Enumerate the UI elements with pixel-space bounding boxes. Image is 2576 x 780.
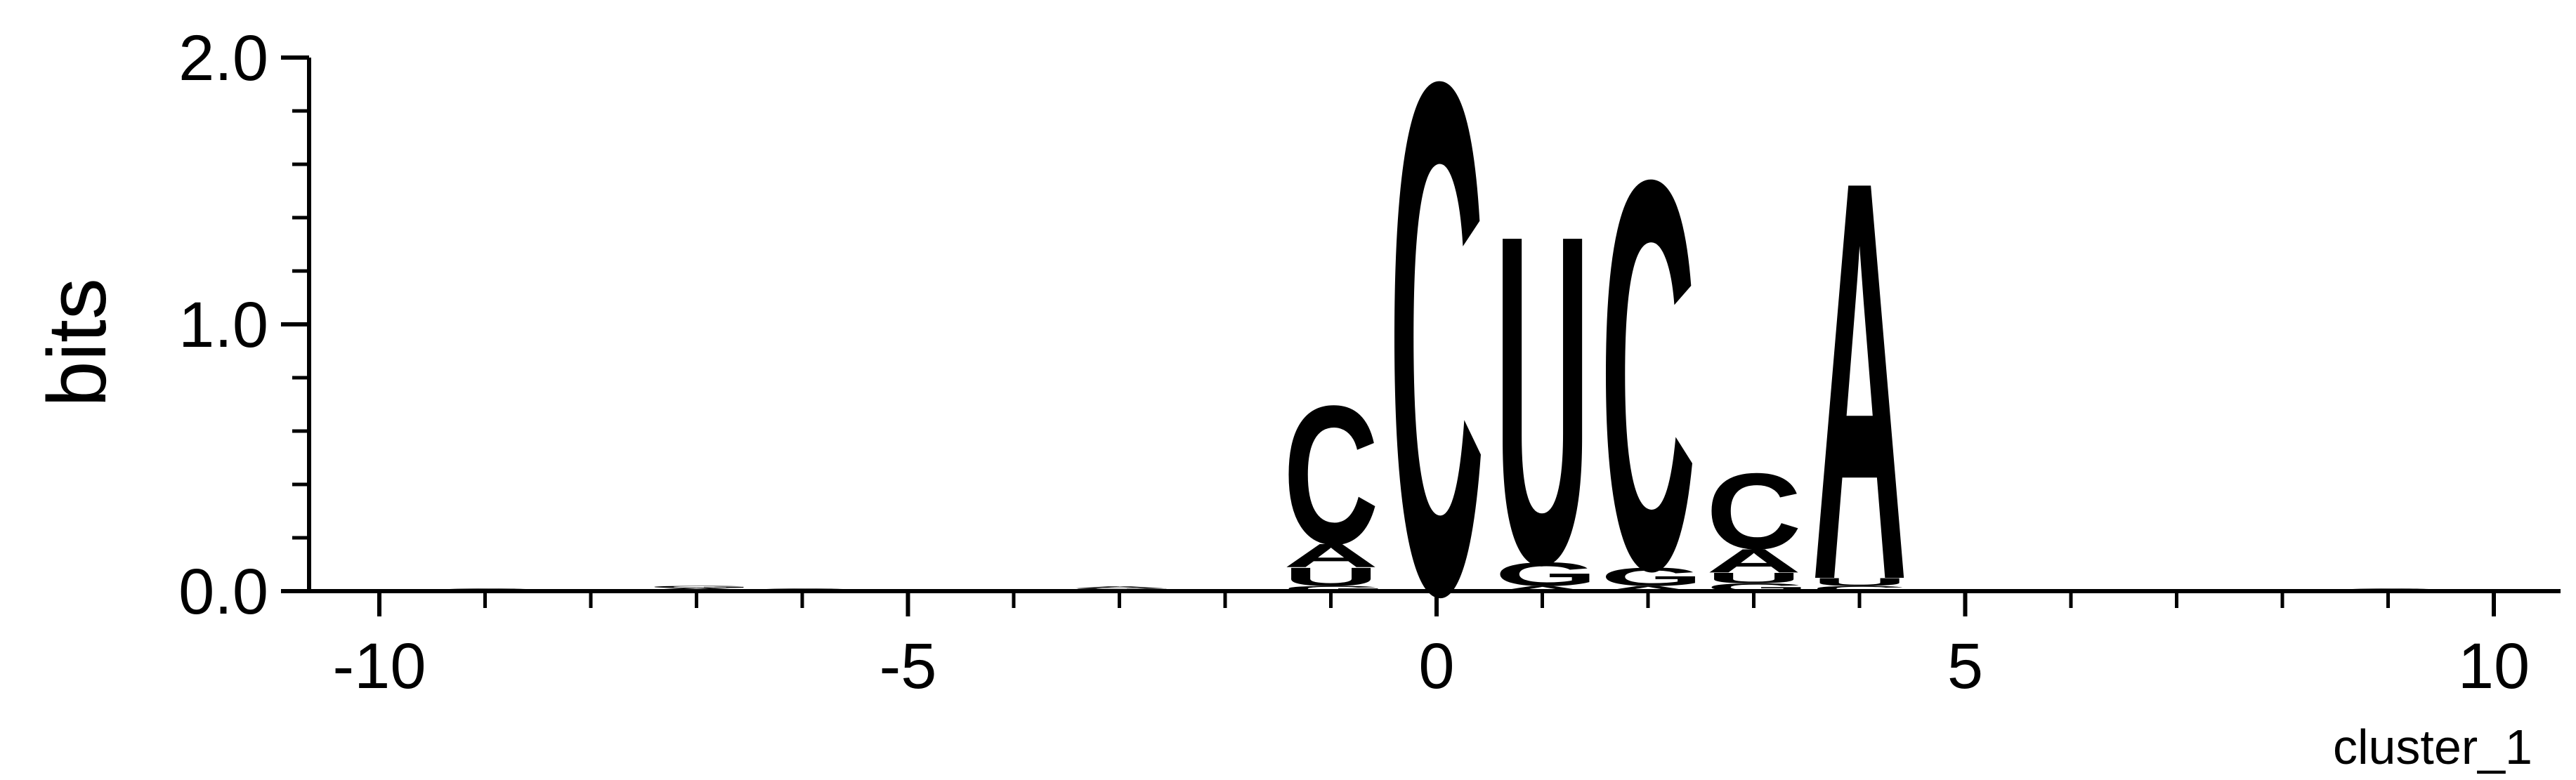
- logo-letter-c: C: [1283, 364, 1379, 586]
- axis-ticks: 0.0 1.0 2.0 -10 -5 0 5 10: [178, 22, 2530, 702]
- logo-letter-g: G: [1495, 556, 1597, 593]
- logo-letter-u: U: [1495, 138, 1590, 662]
- logo-letter-a: A: [1600, 584, 1696, 593]
- x-tick-label: 0: [1418, 630, 1454, 702]
- logo-letter-g: G: [1283, 584, 1386, 593]
- logo-letter-c: C: [1389, 0, 1484, 746]
- x-tick-label: 10: [2458, 630, 2530, 702]
- logo-letter-c: C: [1600, 65, 1696, 685]
- logo-letter-a: A: [649, 588, 745, 590]
- x-tick-label: -5: [880, 630, 937, 702]
- x-tick-label: 5: [1947, 630, 1983, 702]
- logo-letter-a: A: [1283, 537, 1379, 574]
- logo-letter-g: G: [1072, 588, 1175, 590]
- logo-letter-g: G: [649, 586, 752, 589]
- logo-letter-u: U: [1812, 576, 1907, 588]
- logo-letter-u: U: [1283, 562, 1379, 592]
- y-axis-title: bits: [31, 278, 124, 407]
- y-tick-label: 2.0: [178, 22, 268, 94]
- y-tick-label: 1.0: [178, 289, 268, 361]
- logo-letter-c: C: [1812, 584, 1907, 593]
- logo-letter-c: C: [1706, 451, 1802, 571]
- logo-letter-a: A: [1072, 586, 1168, 588]
- sequence-name-label: cluster_1: [2333, 720, 2532, 774]
- y-tick-label: 0.0: [178, 556, 268, 628]
- logo-letter-g: G: [1600, 562, 1703, 592]
- x-tick-label: -10: [333, 630, 426, 702]
- logo-letter-u: U: [1706, 570, 1802, 587]
- logo-letter-a: A: [1706, 543, 1802, 580]
- logo-letter-a: A: [1495, 584, 1590, 593]
